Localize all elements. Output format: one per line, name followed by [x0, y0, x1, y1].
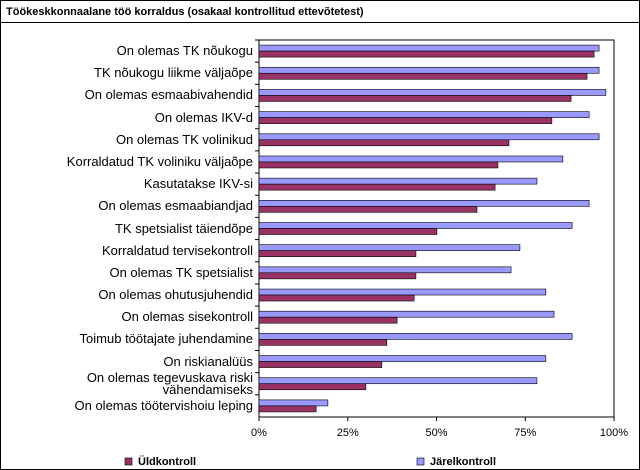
y-tick-label: On olemas sisekontroll [121, 309, 254, 325]
bar [258, 266, 512, 274]
bar [258, 288, 547, 296]
chart-title: Töökeskkonnaalane töö korraldus (osakaal… [6, 6, 364, 18]
bar [258, 228, 438, 235]
y-tick-label: On olemas esmaabivahendid [84, 87, 253, 103]
x-tick-label: 100% [600, 427, 628, 439]
x-tick-label: 50% [425, 427, 447, 439]
y-tick-label: On olemas TK spetsialist [109, 264, 253, 280]
y-tick-label: Korraldatud TK voliniku väljaõpe [66, 153, 253, 169]
bar [258, 377, 538, 385]
bar [258, 177, 538, 185]
y-tick-label: Korraldatud tervisekontroll [101, 242, 253, 258]
bar [258, 339, 388, 346]
bar [258, 66, 600, 74]
y-tick-label: On olemas töötervishoiu leping [74, 397, 254, 413]
y-tick-label: On olemas TK volinikud [115, 131, 253, 147]
bar [258, 183, 496, 191]
y-tick-label: TK nõukogu liikme väljaõpe [94, 65, 253, 81]
bar [258, 244, 521, 251]
bar [258, 44, 600, 52]
legend-label: Järelkontroll [430, 456, 496, 468]
bar [258, 117, 553, 124]
y-tick-label: On olemas ohutusjuhendid [98, 287, 253, 303]
bar [258, 310, 555, 318]
bar [258, 355, 547, 362]
bar [258, 294, 415, 302]
x-tick-label: 0% [251, 427, 267, 439]
bar [258, 361, 383, 368]
bar [258, 72, 588, 80]
bar [258, 405, 317, 413]
bar [258, 272, 417, 280]
y-tick-label: On olemas TK nõukogu [116, 43, 253, 59]
bar [258, 139, 510, 147]
x-tick-label: 25% [337, 427, 359, 439]
bar [258, 206, 478, 213]
y-tick-label: On riskianalüüs [163, 353, 253, 369]
bar [258, 333, 573, 340]
bar [258, 316, 398, 324]
bar [258, 89, 607, 96]
y-tick-label: On olemas IKV-d [154, 109, 253, 125]
bar [258, 250, 417, 257]
bar [258, 95, 572, 102]
bar [258, 133, 600, 141]
y-tick-label: TK spetsialist täiendõpe [114, 220, 253, 236]
bar [258, 200, 590, 207]
y-tick-label: Kasutatakse IKV-si [143, 176, 253, 192]
y-tick-label: On olemas esmaabiandjad [98, 198, 253, 214]
bar [258, 111, 590, 118]
legend-label: Üldkontroll [138, 455, 196, 468]
y-tick-label: On olemas tegevuskava riski vähendamisek… [86, 369, 253, 397]
bar [258, 50, 595, 58]
legend-swatch [124, 457, 133, 466]
bar [258, 155, 564, 163]
y-tick-label: Toimub töötajate juhendamine [79, 331, 253, 347]
bar [258, 222, 573, 229]
bar [258, 383, 367, 391]
legend-swatch [416, 457, 425, 466]
bar [258, 161, 499, 169]
x-tick-label: 75% [514, 427, 536, 439]
bar [258, 399, 329, 407]
